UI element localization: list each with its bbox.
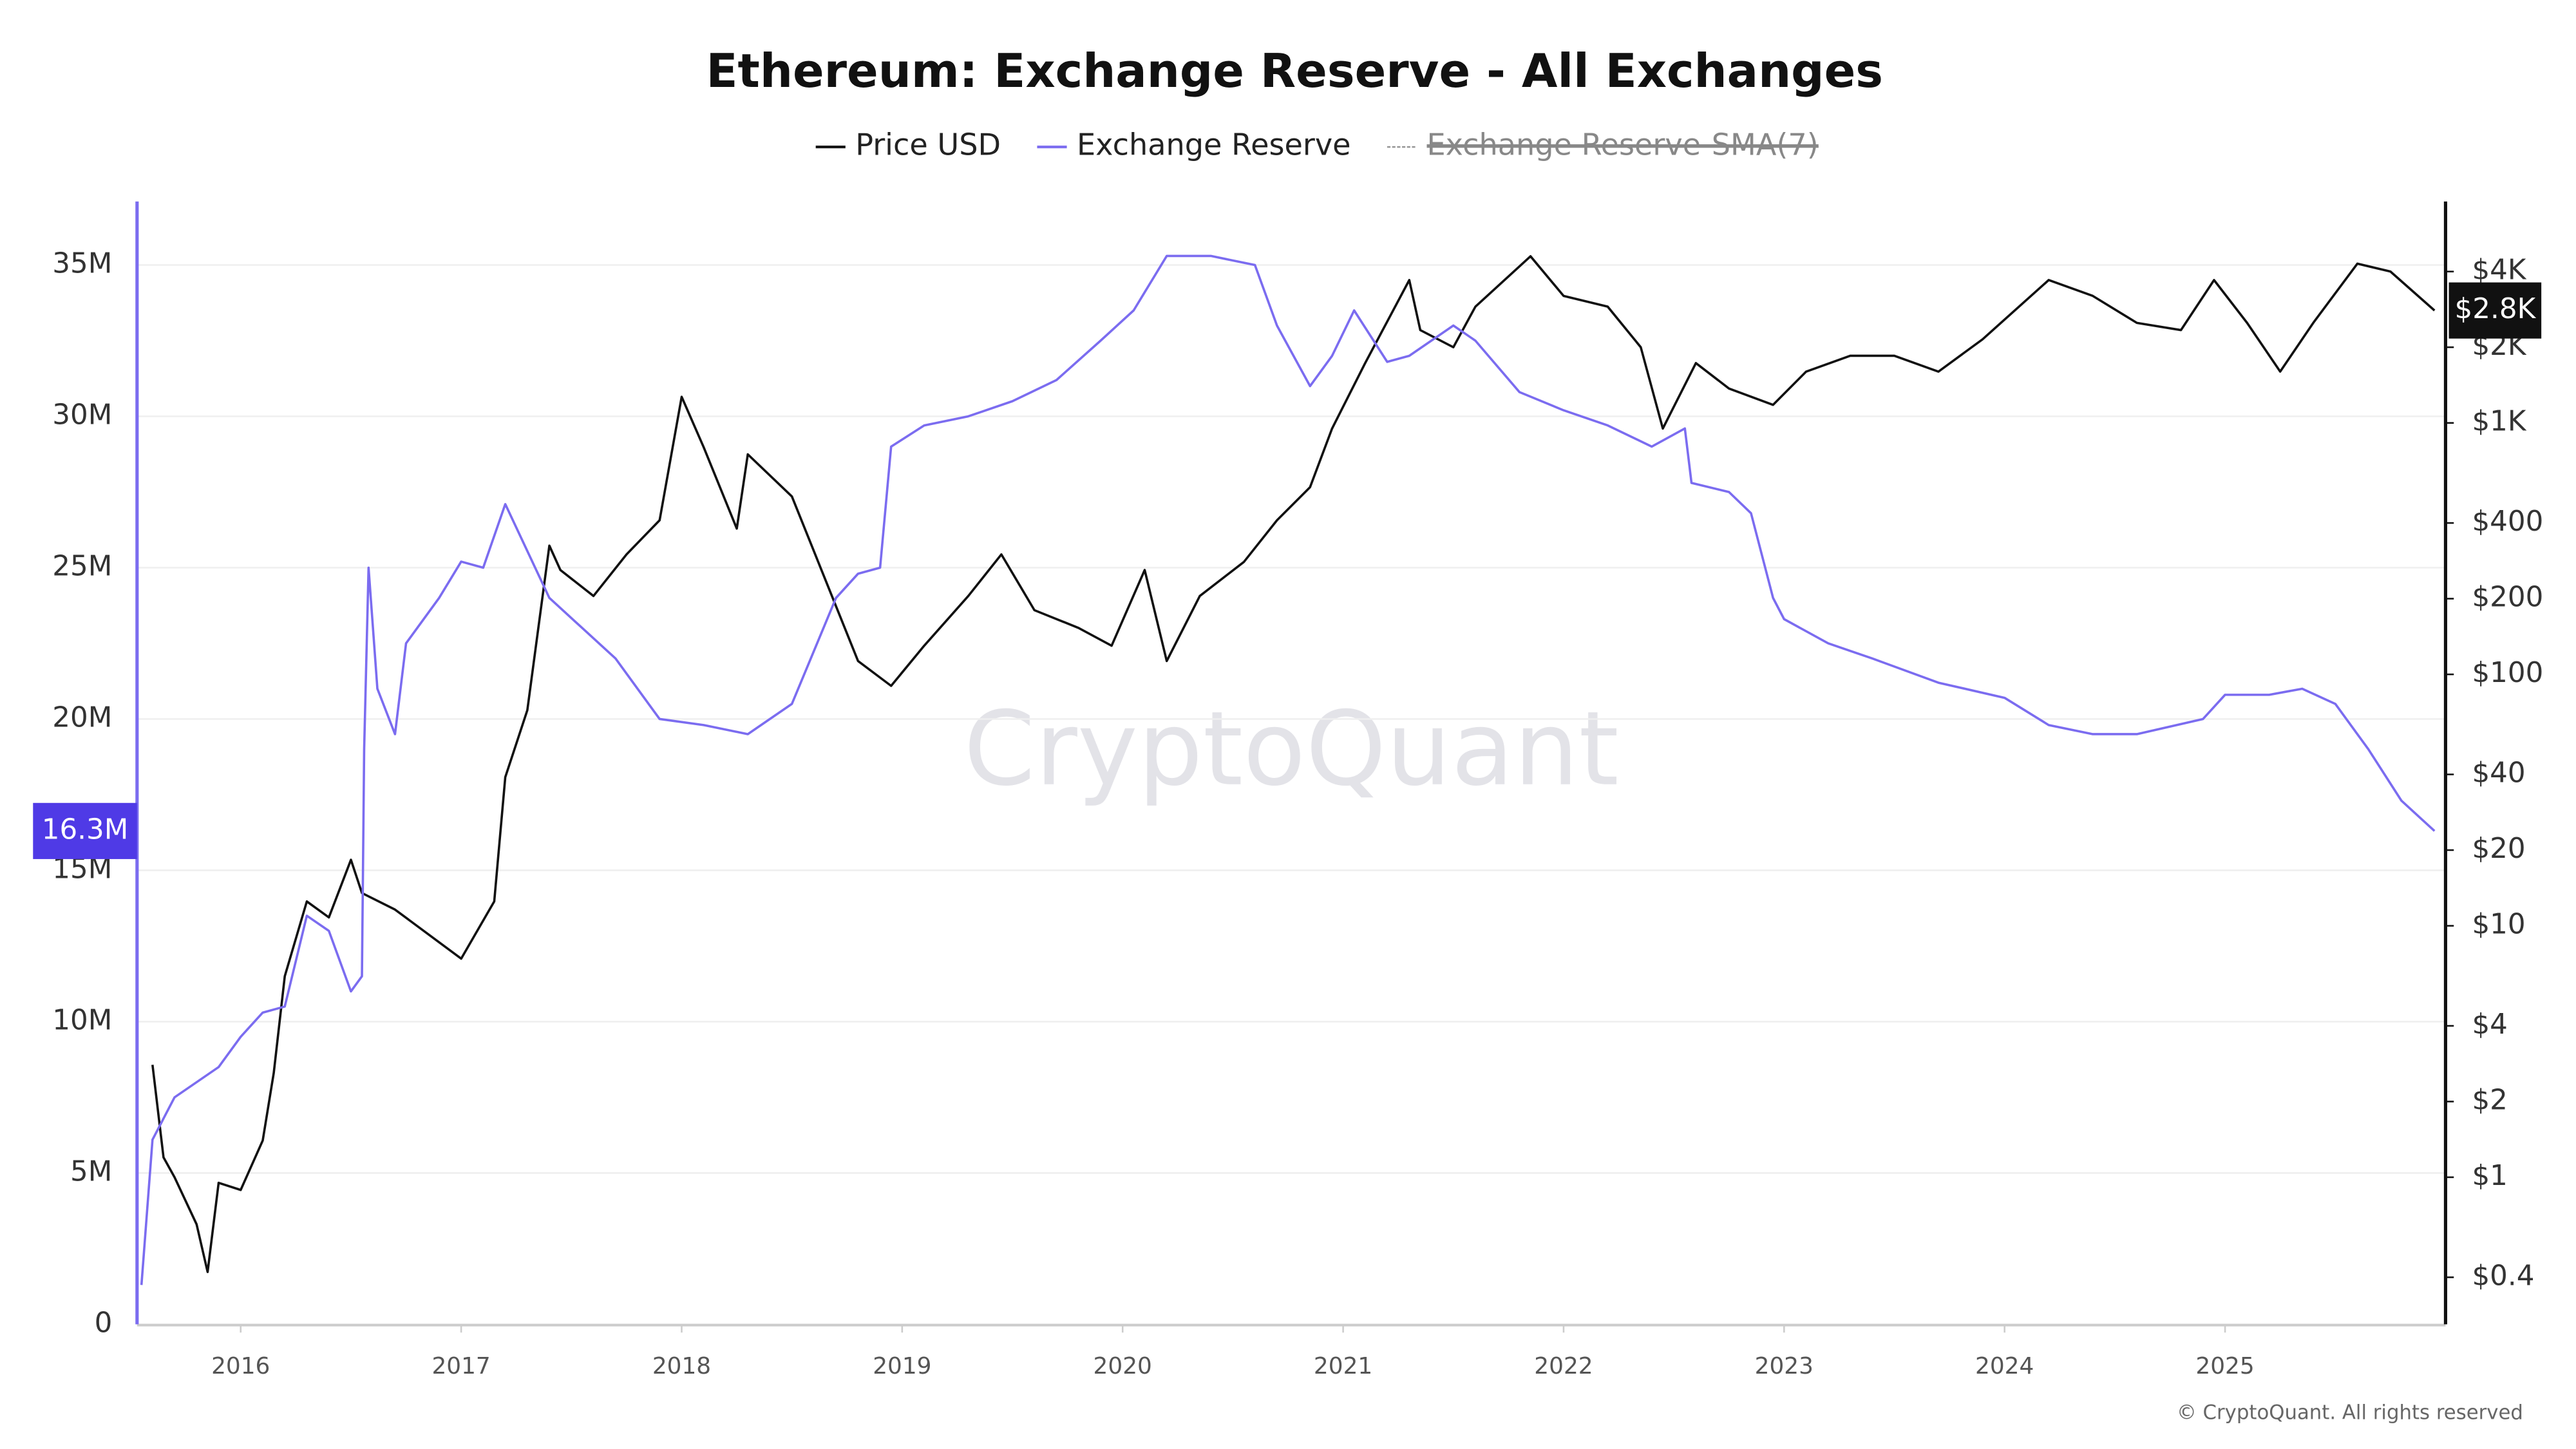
y-tick-label: 0 <box>95 1307 113 1339</box>
y2-tick-label: $2 <box>2472 1084 2507 1116</box>
y2-tick-label: $20 <box>2472 833 2525 865</box>
x-tick-label: 2022 <box>1534 1353 1593 1379</box>
y-tick-label: 20M <box>52 701 112 734</box>
y2-tick-label: $0.4 <box>2472 1260 2534 1292</box>
footer: © CryptoQuant. All rights reserved <box>2177 1401 2523 1424</box>
y-tick-label: 25M <box>52 550 112 582</box>
y-tick-label: 5M <box>70 1155 112 1188</box>
last-value-label: $2.8K <box>2455 293 2537 325</box>
y-tick-label: 10M <box>52 1004 112 1036</box>
y-tick-label: 35M <box>52 248 112 280</box>
x-tick-label: 2025 <box>2195 1353 2254 1379</box>
last-value-label: 16.3M <box>42 813 129 846</box>
x-tick-label: 2016 <box>211 1353 270 1379</box>
x-tick-label: 2021 <box>1314 1353 1372 1379</box>
y2-tick-label: $10 <box>2472 909 2525 941</box>
chart-title: Ethereum: Exchange Reserve - All Exchang… <box>706 44 1883 98</box>
y2-tick-label: $400 <box>2472 506 2543 538</box>
y2-tick-label: $100 <box>2472 657 2543 689</box>
x-tick-label: 2019 <box>873 1353 931 1379</box>
x-tick-label: 2020 <box>1094 1353 1152 1379</box>
last-value-badge <box>2448 282 2542 339</box>
legend-label[interactable]: Exchange Reserve-SMA(7) <box>1427 128 1819 162</box>
y2-tick-label: $4 <box>2472 1009 2507 1041</box>
x-tick-label: 2018 <box>652 1353 711 1379</box>
y2-tick-label: $1K <box>2472 406 2526 438</box>
legend-label[interactable]: Price USD <box>855 128 1001 162</box>
series-line <box>140 254 2436 1285</box>
last-value-badge <box>33 802 137 859</box>
x-tick-label: 2017 <box>431 1353 490 1379</box>
x-tick-label: 2023 <box>1755 1353 1814 1379</box>
y2-tick-label: $200 <box>2472 582 2543 614</box>
watermark: CryptoQuant <box>963 690 1618 809</box>
y2-tick-label: $4K <box>2472 254 2526 287</box>
y2-tick-label: $1 <box>2472 1160 2507 1192</box>
y2-tick-label: $40 <box>2472 757 2525 790</box>
y-tick-label: 30M <box>52 399 112 431</box>
series-line <box>151 255 2436 1273</box>
legend-label[interactable]: Exchange Reserve <box>1077 128 1351 162</box>
x-tick-label: 2024 <box>1975 1353 2034 1379</box>
